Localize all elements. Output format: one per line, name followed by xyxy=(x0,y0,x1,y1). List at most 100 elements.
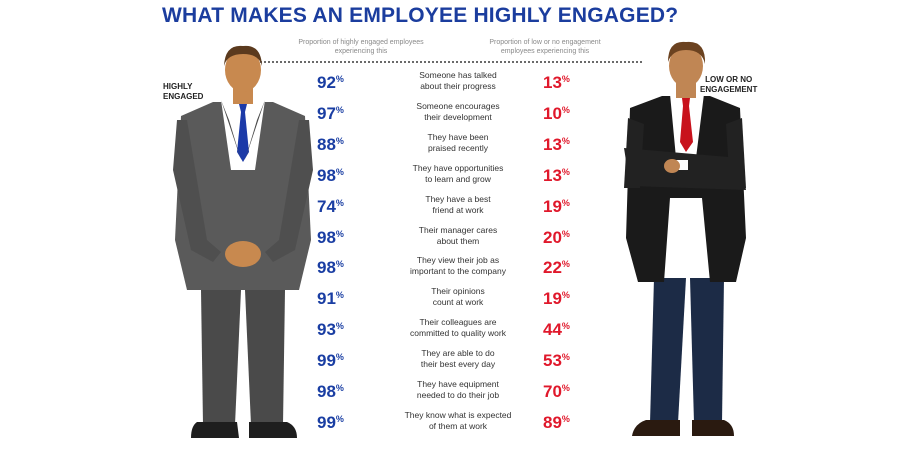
column-header-low-engagement: Proportion of low or no engagement emplo… xyxy=(489,39,601,55)
value-number: 98 xyxy=(317,258,336,278)
factor-line: Their colleagues are xyxy=(419,317,497,328)
factor-line: committed to quality work xyxy=(410,328,506,339)
table-row: 99% They are able to do their best every d… xyxy=(0,348,900,379)
percent-sign: % xyxy=(335,321,344,332)
table-row: 88% They have been praised recently 13% xyxy=(0,132,900,163)
value-number: 19 xyxy=(543,196,562,216)
percent-sign: % xyxy=(561,104,570,115)
chart-title: WHAT MAKES AN EMPLOYEE HIGHLY ENGAGED? xyxy=(162,4,679,27)
percent-sign: % xyxy=(335,228,344,239)
low-engagement-value: 20% xyxy=(543,228,613,248)
low-engagement-value: 10% xyxy=(543,104,613,124)
percent-sign: % xyxy=(561,352,570,363)
factor-line: about their progress xyxy=(420,81,496,91)
value-number: 92 xyxy=(317,73,336,92)
high-engagement-value: 92% xyxy=(317,73,387,93)
table-row: 92% Someone has talked about their progres… xyxy=(0,70,900,101)
factor-line: their development xyxy=(424,111,492,122)
factor-line: They have been xyxy=(427,131,489,142)
percent-sign: % xyxy=(561,413,570,424)
factor-label: They have equipment needed to do their jo… xyxy=(393,379,523,401)
highly-engaged-man-illustration xyxy=(173,45,313,438)
factor-line: of them at work xyxy=(428,420,488,431)
percent-sign: % xyxy=(335,104,344,115)
percent-sign: % xyxy=(561,321,570,332)
percent-sign: % xyxy=(335,413,344,424)
factor-label: Their colleagues are committed to quality… xyxy=(393,317,523,339)
value-number: 98 xyxy=(317,382,336,401)
factor-line: They are able to do xyxy=(421,348,495,359)
high-engagement-value: 93% xyxy=(317,320,387,340)
label-line: ENGAGEMENT xyxy=(700,85,758,94)
low-engagement-value: 13% xyxy=(543,135,613,155)
low-engagement-value: 13% xyxy=(543,73,613,93)
value-number: 74 xyxy=(317,196,336,216)
factor-line: praised recently xyxy=(427,142,488,153)
high-engagement-value: 98% xyxy=(317,258,387,278)
factor-label: Their manager cares about them xyxy=(393,225,523,247)
table-row: 98% They have equipment needed to do their… xyxy=(0,379,900,410)
factor-line: Someone has talked xyxy=(419,70,497,80)
high-engagement-value: 99% xyxy=(317,351,387,371)
low-engagement-value: 19% xyxy=(543,197,613,217)
percent-sign: % xyxy=(561,197,570,208)
label-line: HIGHLY xyxy=(163,82,193,91)
factor-line: Their manager cares xyxy=(418,224,498,235)
table-row: 99% They know what is expected of them at … xyxy=(0,410,900,441)
factor-line: Someone encourages xyxy=(416,100,500,111)
value-number: 70 xyxy=(543,382,562,401)
low-engagement-value: 13% xyxy=(543,166,613,186)
factor-line: to learn and grow xyxy=(425,173,491,184)
low-engagement-value: 70% xyxy=(543,382,613,402)
low-engagement-value: 53% xyxy=(543,351,613,371)
factor-label: Someone encourages their development xyxy=(393,101,523,123)
label-low-engagement: LOW OR NO ENGAGEMENT xyxy=(700,75,757,95)
value-number: 10 xyxy=(543,103,562,123)
value-number: 53 xyxy=(543,351,562,371)
low-engagement-man-illustration xyxy=(624,41,746,436)
high-engagement-value: 98% xyxy=(317,228,387,248)
factor-line: their best every day xyxy=(420,359,496,370)
value-number: 93 xyxy=(317,320,336,340)
factor-line: They have opportunities xyxy=(412,162,504,173)
table-row: 97% Someone encourages their development 10… xyxy=(0,101,900,132)
percent-sign: % xyxy=(561,135,570,146)
column-header-highly-engaged: Proportion of highly engaged employees e… xyxy=(298,39,424,55)
high-engagement-value: 98% xyxy=(317,166,387,186)
percent-sign: % xyxy=(561,290,570,301)
high-engagement-value: 98% xyxy=(317,382,387,402)
table-row: 74% They have a best friend at work 19% xyxy=(0,194,900,225)
factor-line: They view their job as xyxy=(416,255,500,266)
low-engagement-value: 44% xyxy=(543,320,613,340)
percent-sign: % xyxy=(335,290,344,301)
percent-sign: % xyxy=(335,383,344,393)
factor-line: They know what is expected xyxy=(404,409,512,420)
percent-sign: % xyxy=(561,228,570,239)
factor-line: friend at work xyxy=(432,204,484,215)
factor-line: They have equipment xyxy=(417,379,499,389)
low-engagement-value: 22% xyxy=(543,258,613,278)
low-engagement-value: 19% xyxy=(543,289,613,309)
label-highly-engaged: HIGHLY ENGAGED xyxy=(163,82,203,102)
factor-label: They have been praised recently xyxy=(393,132,523,154)
value-number: 19 xyxy=(543,289,562,309)
factor-label: They have opportunities to learn and grow xyxy=(393,163,523,185)
value-number: 88 xyxy=(317,134,336,154)
value-number: 44 xyxy=(543,320,562,340)
factor-label: They have a best friend at work xyxy=(393,194,523,216)
low-engagement-value: 89% xyxy=(543,413,613,433)
high-engagement-value: 88% xyxy=(317,135,387,155)
table-row: 98% They view their job as important to th… xyxy=(0,255,900,286)
value-number: 99 xyxy=(317,412,336,432)
value-number: 91 xyxy=(317,289,336,309)
factor-label: They know what is expected of them at wor… xyxy=(393,410,523,432)
percent-sign: % xyxy=(561,166,570,177)
table-row: 98% They have opportunities to learn and g… xyxy=(0,163,900,194)
value-number: 89 xyxy=(543,412,562,432)
table-row: 98% Their manager cares about them 20% xyxy=(0,225,900,256)
value-number: 22 xyxy=(543,258,562,278)
factor-label: They view their job as important to the c… xyxy=(393,255,523,277)
percent-sign: % xyxy=(335,74,344,84)
high-engagement-value: 91% xyxy=(317,289,387,309)
high-engagement-value: 74% xyxy=(317,197,387,217)
